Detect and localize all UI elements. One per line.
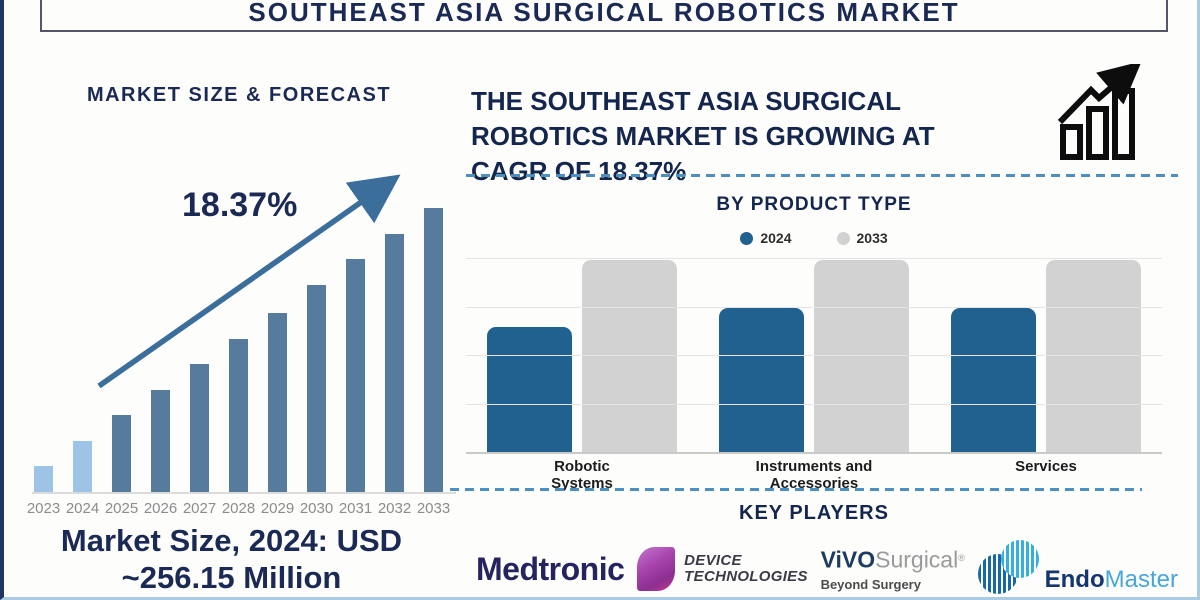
- forecast-bar-2029: [268, 313, 287, 492]
- logo-medtronic: Medtronic: [476, 550, 625, 588]
- year-tick-label: 2026: [143, 500, 178, 517]
- bar-2024-robotic-systems: [487, 327, 572, 452]
- year-tick-label: 2033: [416, 500, 451, 517]
- product-group-0: [466, 258, 698, 452]
- vivo-wordmark: ViVOSurgical®: [821, 546, 965, 575]
- endo-brand-light: Master: [1104, 566, 1178, 593]
- product-group-2: [930, 258, 1162, 452]
- legend-dot-icon: [836, 231, 850, 245]
- forecast-bar-2031: [346, 259, 365, 492]
- market-size-labels: 2023 2024 2025 2026 2027 2028 2029 2030 2031 2032…: [27, 500, 456, 520]
- product-type-plot: [466, 258, 1162, 454]
- grid-line: [466, 306, 1162, 308]
- dashed-divider-top: [466, 174, 1178, 177]
- bar-2033-instruments-and-accessories: [814, 260, 909, 452]
- endo-brand-bold: Endo: [1044, 566, 1105, 593]
- vivo-brand-light: Surgical: [875, 546, 959, 573]
- registered-mark: ®: [958, 552, 965, 563]
- product-group-1: [698, 258, 930, 452]
- endomaster-wordmark: EndoMaster: [1044, 566, 1178, 597]
- year-tick-label: 2030: [299, 500, 334, 517]
- year-tick-label: 2025: [104, 500, 139, 517]
- year-tick-label: 2027: [182, 500, 217, 517]
- forecast-bar-2030: [307, 285, 326, 492]
- grid-line: [466, 403, 1162, 405]
- forecast-bar-2033: [424, 208, 443, 492]
- grid-line: [466, 258, 1162, 259]
- legend-label: 2024: [760, 230, 792, 246]
- product-type-heading: BY PRODUCT TYPE: [716, 194, 912, 215]
- forecast-bar-2027: [190, 364, 209, 492]
- market-size-heading: MARKET SIZE & FORECAST: [86, 84, 392, 106]
- category-label: Instruments and Accessories: [755, 458, 873, 492]
- endomaster-icon: [977, 540, 1040, 597]
- year-tick-label: 2031: [338, 500, 373, 517]
- headline-line3: CAGR OF 18.37%: [471, 156, 687, 186]
- device-line2: TECHNOLOGIES: [684, 568, 808, 585]
- vivo-tagline: Beyond Surgery: [820, 577, 921, 593]
- bar-2033-robotic-systems: [582, 260, 677, 452]
- bar-2033-services: [1046, 260, 1141, 452]
- logo-device-technologies: DEVICE TECHNOLOGIES: [637, 547, 808, 597]
- logo-endomaster: EndoMaster: [977, 540, 1178, 597]
- key-players-heading: KEY PLAYERS: [739, 502, 889, 524]
- product-type-labels: Robotic Systems Instruments and Accessories…: [466, 458, 1162, 492]
- medtronic-wordmark: Medtronic: [476, 550, 625, 587]
- grid-line: [466, 355, 1162, 356]
- dashed-divider-bottom: [450, 488, 1142, 491]
- headline-line2: ROBOTICS MARKET IS GROWING AT: [471, 121, 935, 151]
- title-banner: SOUTHEAST ASIA SURGICAL ROBOTICS MARKET: [40, 0, 1168, 32]
- device-line1: DEVICE: [684, 552, 742, 569]
- legend-item-2033: 2033: [836, 230, 888, 246]
- year-tick-label: 2023: [26, 500, 61, 517]
- year-tick-label: 2029: [260, 500, 295, 517]
- legend: 2024 2033: [466, 230, 1162, 246]
- market-size-bars: [32, 170, 456, 492]
- market-size-line1: Market Size, 2024: USD: [60, 523, 403, 558]
- forecast-bar-2025: [112, 415, 131, 492]
- forecast-bar-2023: [34, 466, 53, 492]
- category-label: Robotic Systems: [551, 458, 613, 492]
- key-players-row: Medtronic DEVICE TECHNOLOGIES ViVOSurgic…: [476, 538, 1178, 597]
- cagr-headline: THE SOUTHEAST ASIA SURGICAL ROBOTICS MAR…: [471, 84, 1046, 189]
- bar-2024-instruments-and-accessories: [719, 308, 804, 452]
- year-tick-label: 2028: [221, 500, 256, 517]
- device-technologies-wordmark: DEVICE TECHNOLOGIES: [684, 553, 808, 585]
- legend-label: 2033: [856, 230, 888, 246]
- device-technologies-icon: [637, 547, 681, 597]
- forecast-bar-2028: [229, 339, 248, 492]
- market-size-value: Market Size, 2024: USD ~256.15 Million: [9, 522, 454, 596]
- bar-2024-services: [951, 308, 1036, 452]
- market-size-line2: ~256.15 Million: [121, 560, 342, 595]
- vivo-brand-bold: ViVO: [820, 546, 876, 573]
- year-tick-label: 2032: [377, 500, 412, 517]
- category-label: Services: [1015, 458, 1077, 475]
- legend-item-2024: 2024: [740, 230, 792, 246]
- forecast-bar-2024: [73, 441, 92, 492]
- legend-dot-icon: [740, 231, 754, 245]
- growth-chart-icon: [1057, 64, 1142, 160]
- page-title: SOUTHEAST ASIA SURGICAL ROBOTICS MARKET: [248, 0, 960, 27]
- headline-line1: THE SOUTHEAST ASIA SURGICAL: [471, 86, 901, 116]
- market-size-chart: [32, 170, 456, 494]
- logo-vivo-surgical: ViVOSurgical® Beyond Surgery: [821, 546, 965, 592]
- forecast-bar-2026: [151, 390, 170, 492]
- year-tick-label: 2024: [65, 500, 100, 517]
- forecast-bar-2032: [385, 234, 404, 492]
- endomaster-light-circle: [1000, 540, 1039, 578]
